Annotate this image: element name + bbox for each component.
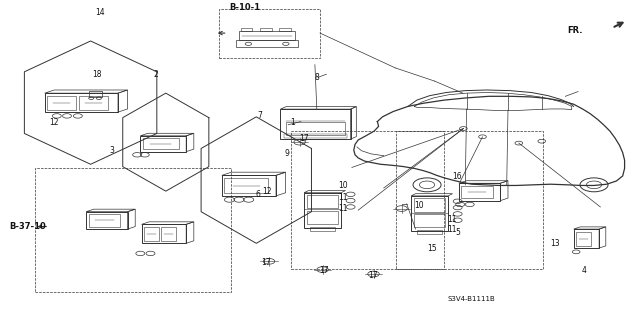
Text: FR.: FR.	[567, 26, 583, 35]
Bar	[411, 196, 448, 231]
Text: 5: 5	[455, 228, 460, 237]
Bar	[461, 186, 493, 198]
Bar	[307, 195, 338, 208]
Text: 17: 17	[319, 266, 328, 275]
Bar	[459, 183, 500, 201]
Text: 17: 17	[368, 271, 378, 280]
Bar	[86, 212, 127, 229]
Bar	[161, 227, 176, 241]
Bar	[280, 109, 351, 139]
Bar	[47, 96, 76, 110]
Bar	[239, 31, 295, 40]
Text: 11: 11	[338, 204, 348, 213]
Text: 13: 13	[550, 239, 560, 248]
Text: 1: 1	[290, 118, 295, 127]
Bar	[260, 28, 271, 31]
Text: 17: 17	[261, 258, 271, 267]
Bar	[90, 91, 102, 97]
Bar	[144, 227, 159, 241]
Text: S3V4-B1111B: S3V4-B1111B	[447, 296, 495, 302]
Bar	[285, 122, 346, 135]
Bar	[284, 134, 348, 137]
Bar	[89, 214, 120, 226]
Bar	[140, 136, 186, 152]
Bar	[310, 227, 335, 231]
Text: 10: 10	[414, 201, 424, 210]
Text: 8: 8	[315, 73, 319, 82]
Bar	[414, 198, 445, 211]
Text: 11: 11	[447, 225, 457, 234]
Text: 15: 15	[427, 244, 436, 253]
Bar	[143, 138, 179, 149]
Text: 10: 10	[338, 181, 348, 190]
Bar	[35, 168, 231, 292]
Bar	[396, 131, 543, 269]
Bar	[220, 9, 320, 58]
Bar	[141, 224, 186, 243]
Text: B-37-10: B-37-10	[9, 222, 46, 231]
Bar	[236, 40, 298, 47]
Text: 11: 11	[447, 215, 457, 224]
Text: 14: 14	[96, 8, 106, 17]
Bar	[304, 193, 341, 227]
Text: 3: 3	[109, 145, 115, 154]
Bar	[222, 175, 276, 196]
Bar	[241, 28, 252, 31]
Bar	[573, 229, 599, 248]
Bar	[45, 93, 118, 112]
Bar	[576, 232, 591, 246]
Bar	[279, 28, 291, 31]
Text: 12: 12	[262, 187, 272, 196]
Text: B-10-1: B-10-1	[230, 3, 260, 12]
Bar	[417, 230, 442, 234]
Bar	[291, 131, 444, 269]
Text: 12: 12	[49, 118, 59, 127]
Text: 6: 6	[255, 190, 260, 199]
Bar	[307, 211, 338, 224]
Text: 2: 2	[153, 70, 158, 79]
Bar	[225, 178, 268, 193]
Text: 7: 7	[257, 111, 262, 120]
Text: 17: 17	[300, 134, 309, 143]
Bar	[414, 214, 445, 227]
Text: 9: 9	[285, 149, 290, 158]
Bar	[79, 96, 108, 110]
Text: 4: 4	[581, 266, 586, 275]
Text: 18: 18	[92, 70, 101, 79]
Text: 16: 16	[452, 173, 462, 182]
Text: 11: 11	[338, 193, 348, 202]
